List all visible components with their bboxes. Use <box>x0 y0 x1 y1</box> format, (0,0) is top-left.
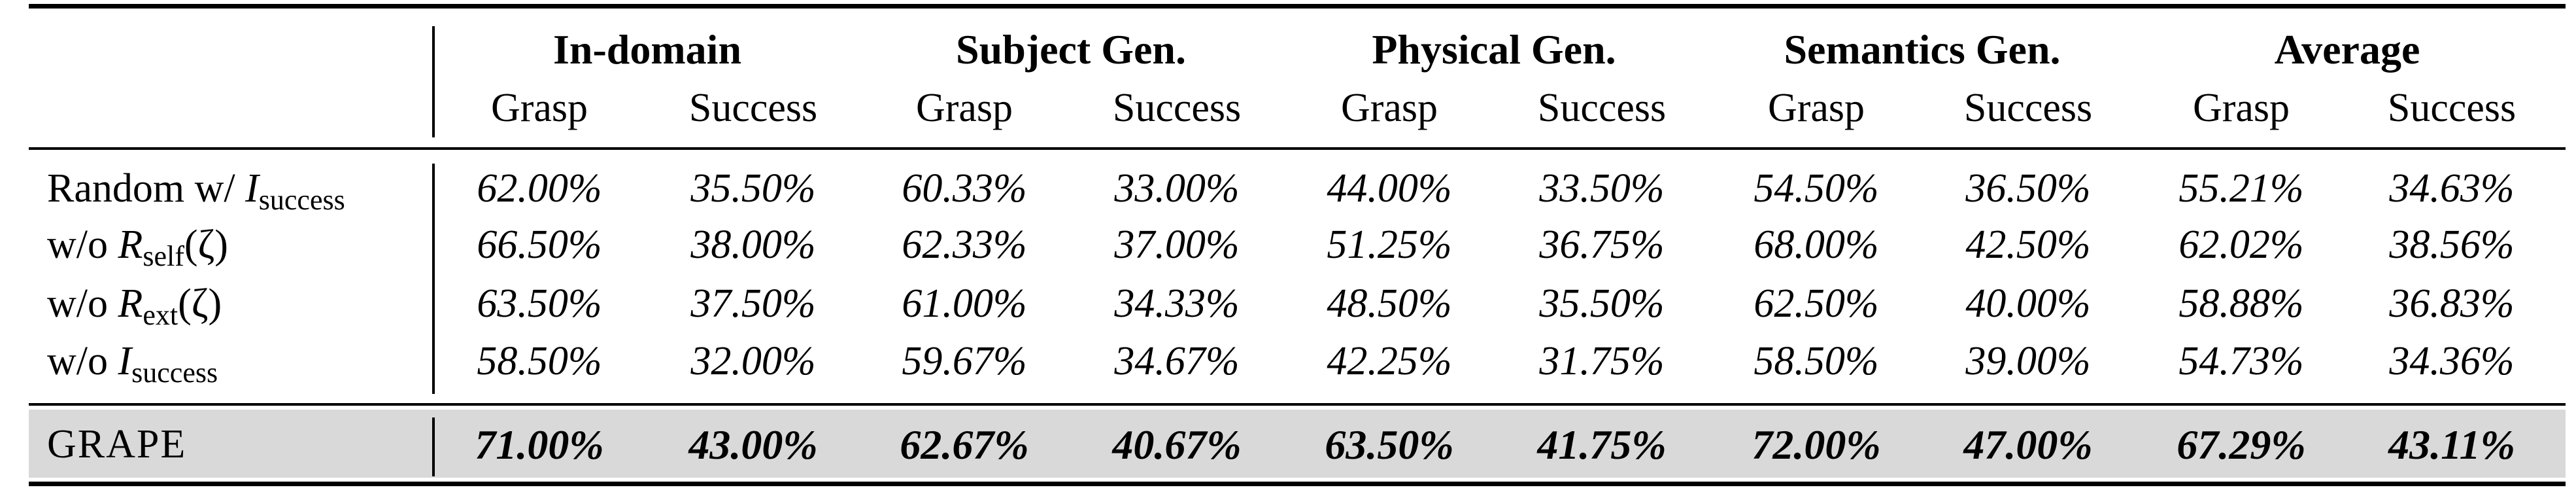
table-cell: 32.00% <box>690 339 816 383</box>
table-cell-best: 72.00% <box>1752 421 1881 468</box>
table-cell: 54.50% <box>1754 166 1879 211</box>
row-label-random-w-isuccess: Random w/ Isuccess <box>47 166 345 216</box>
table-cell: 36.50% <box>1965 166 2091 211</box>
table-cell: 61.00% <box>902 281 1027 326</box>
table-cell: 33.50% <box>1539 166 1665 211</box>
table-cell: 42.25% <box>1327 339 1452 383</box>
table-cell: 54.73% <box>2178 339 2304 383</box>
table-cell: 35.50% <box>690 166 816 211</box>
subheader-success: Success <box>688 86 818 130</box>
table-cell: 58.50% <box>477 339 602 383</box>
label-column-divider-body <box>432 164 435 394</box>
table-cell: 33.00% <box>1114 166 1240 211</box>
table-cell: 36.83% <box>2389 281 2515 326</box>
table-cell: 37.50% <box>690 281 816 326</box>
subheader-grasp: Grasp <box>2192 86 2290 130</box>
table-bottom-rule <box>29 482 2566 486</box>
subheader-success: Success <box>1112 86 1242 130</box>
table-cell: 40.00% <box>1965 281 2091 326</box>
table-cell: 68.00% <box>1754 222 1879 267</box>
table-cell: 44.00% <box>1327 166 1452 211</box>
table-cell: 55.21% <box>2178 166 2304 211</box>
table-cell: 35.50% <box>1539 281 1665 326</box>
table-cell-best: 67.29% <box>2177 421 2306 468</box>
subheader-success: Success <box>2387 86 2517 130</box>
table-cell: 42.50% <box>1965 222 2091 267</box>
group-header-subject-gen: Subject Gen. <box>956 26 1186 73</box>
table-cell: 34.33% <box>1114 281 1240 326</box>
group-header-in-domain: In-domain <box>552 26 742 73</box>
group-header-physical-gen: Physical Gen. <box>1372 26 1616 73</box>
row-label-wo-rself: w/o Rself(ζ) <box>47 222 228 272</box>
table-cell: 38.00% <box>690 222 816 267</box>
table-cell: 38.56% <box>2389 222 2515 267</box>
group-header-average: Average <box>2274 26 2420 73</box>
table-cell: 62.02% <box>2178 222 2304 267</box>
table-cell: 48.50% <box>1327 281 1452 326</box>
subheader-grasp: Grasp <box>915 86 1013 130</box>
subheader-grasp: Grasp <box>490 86 588 130</box>
table-cell: 59.67% <box>902 339 1027 383</box>
table-cell: 34.67% <box>1114 339 1240 383</box>
row-label-wo-rext: w/o Rext(ζ) <box>47 281 222 331</box>
table-top-rule <box>29 4 2566 9</box>
subheader-success: Success <box>1963 86 2093 130</box>
label-column-divider-grape <box>432 417 435 476</box>
table-cell: 37.00% <box>1114 222 1240 267</box>
table-cell: 34.36% <box>2389 339 2515 383</box>
header-separator-rule <box>29 147 2566 150</box>
subheader-grasp: Grasp <box>1767 86 1865 130</box>
table-cell-best: 41.75% <box>1537 421 1667 468</box>
table-cell: 62.50% <box>1754 281 1879 326</box>
table-cell: 62.00% <box>477 166 602 211</box>
table-cell: 66.50% <box>477 222 602 267</box>
table-cell-best: 62.67% <box>900 421 1029 468</box>
table-cell-best: 71.00% <box>475 421 604 468</box>
table-cell: 31.75% <box>1539 339 1665 383</box>
table-cell: 39.00% <box>1965 339 2091 383</box>
table-cell-best: 40.67% <box>1112 421 1242 468</box>
row-label-grape: GRAPE <box>47 422 187 467</box>
table-cell: 34.63% <box>2389 166 2515 211</box>
group-header-semantics-gen: Semantics Gen. <box>1784 26 2061 73</box>
table-cell: 60.33% <box>902 166 1027 211</box>
table-cell: 36.75% <box>1539 222 1665 267</box>
table-cell: 58.88% <box>2178 281 2304 326</box>
table-cell: 62.33% <box>902 222 1027 267</box>
grape-highlight-band <box>29 410 2566 478</box>
table-cell-best: 47.00% <box>1963 421 2093 468</box>
table-cell-best: 43.11% <box>2388 421 2515 468</box>
label-column-divider-header <box>432 26 435 137</box>
grape-top-rule <box>29 403 2566 406</box>
table-cell: 51.25% <box>1327 222 1452 267</box>
row-label-wo-isuccess: w/o Isuccess <box>47 339 218 389</box>
subheader-grasp: Grasp <box>1340 86 1438 130</box>
table-cell: 63.50% <box>477 281 602 326</box>
table-cell-best: 63.50% <box>1325 421 1454 468</box>
table-cell-best: 43.00% <box>688 421 818 468</box>
table-cell: 58.50% <box>1754 339 1879 383</box>
subheader-success: Success <box>1537 86 1667 130</box>
